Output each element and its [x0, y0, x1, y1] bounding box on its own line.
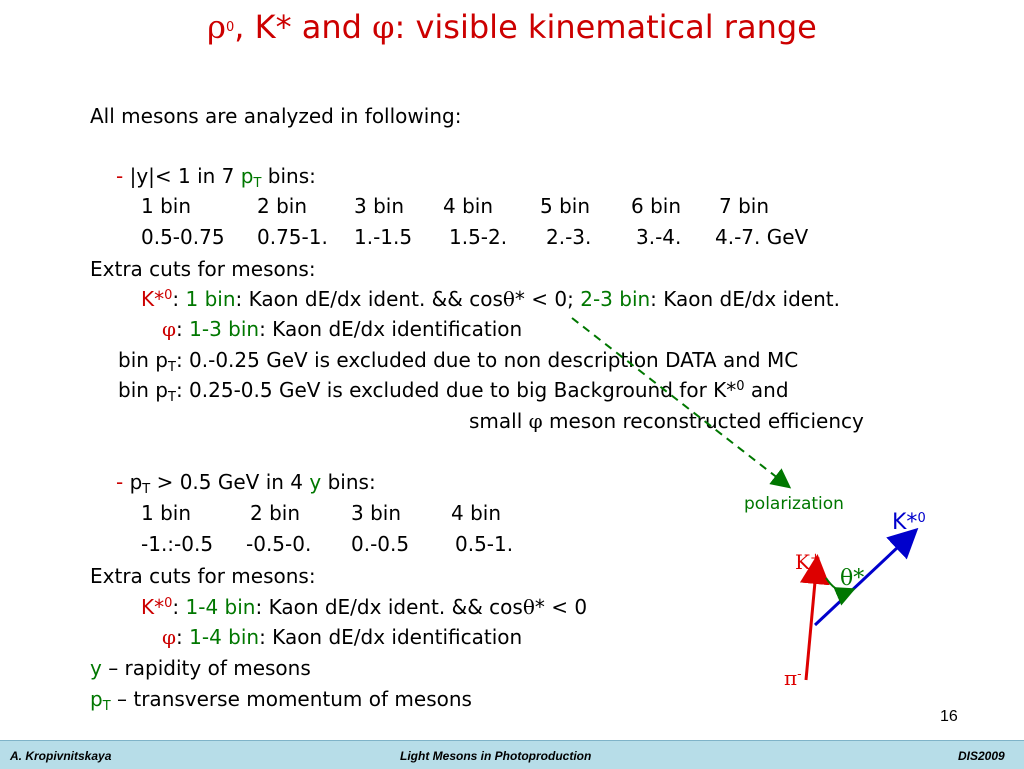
- polarization-label: polarization: [744, 494, 844, 514]
- bin-label: 3 bin: [354, 194, 405, 218]
- slide-title: ρ0, K* and φ: visible kinematical range: [207, 8, 817, 46]
- bin-label: 3 bin: [351, 501, 402, 525]
- bin-range: -1.:-0.5: [141, 532, 214, 556]
- footer-conference: DIS2009: [958, 749, 1005, 763]
- section2-bin-labels: 1 bin 2 bin 3 bin 4 bin: [0, 498, 700, 528]
- bin-label: 1 bin: [141, 194, 192, 218]
- extra-cuts-heading-1: Extra cuts for mesons:: [90, 257, 316, 281]
- piminus-label: π-: [784, 666, 802, 690]
- phi-symbol: φ: [372, 8, 395, 46]
- bin-range: 4.-7. GeV: [715, 225, 809, 249]
- kstar-vector-arrow: [813, 527, 919, 627]
- bin-label: 2 bin: [250, 501, 301, 525]
- intro-line: All mesons are analyzed in following:: [90, 104, 462, 128]
- bin-range: 0.5-0.75: [141, 225, 225, 249]
- section1-bin-ranges: 0.5-0.75 0.75-1. 1.-1.5 1.5-2. 2.-3. 3.-…: [0, 222, 1024, 252]
- footer-author: A. Kropivnitskaya: [10, 749, 112, 763]
- phi-cut-line-2: φ: 1-4 bin: Kaon dE/dx identification: [162, 625, 523, 649]
- bin-range: -0.5-0.: [246, 532, 312, 556]
- section1-bin-labels: 1 bin 2 bin 3 bin 4 bin 5 bin 6 bin 7 bi…: [0, 191, 1024, 221]
- footer-talk-title: Light Mesons in Photoproduction: [400, 749, 592, 763]
- bin-range: 3.-4.: [636, 225, 682, 249]
- definition-y: y – rapidity of mesons: [90, 656, 311, 680]
- phi-cut-line-1: φ: 1-3 bin: Kaon dE/dx identification: [162, 317, 523, 341]
- bin-range: 1.-1.5: [354, 225, 413, 249]
- kstar-cut-line-2: K*0: 1-4 bin: Kaon dE/dx ident. && cosθ*…: [141, 595, 588, 619]
- bin-range: 0.75-1.: [257, 225, 328, 249]
- kplus-vector-arrow: [799, 554, 830, 681]
- polarization-diagram: [571, 317, 919, 681]
- bin-label: 6 bin: [631, 194, 682, 218]
- bin-label: 7 bin: [719, 194, 770, 218]
- exclusion-line-3: small φ meson reconstructed efficiency: [469, 409, 864, 433]
- footer-bar: A. Kropivnitskaya Light Mesons in Photop…: [0, 740, 1024, 769]
- section1-heading: - |y|< 1 in 7 pT bins:: [116, 164, 316, 191]
- polarization-pointer-arrow: [571, 317, 792, 489]
- bin-range: 0.-0.5: [351, 532, 410, 556]
- slide-body: All mesons are analyzed in following: - …: [0, 104, 1024, 714]
- bin-range: 1.5-2.: [449, 225, 508, 249]
- rho-symbol: ρ: [207, 8, 226, 46]
- bin-label: 4 bin: [451, 501, 502, 525]
- definition-pt: pT – transverse momentum of mesons: [90, 687, 472, 714]
- kplus-label: K+: [795, 550, 821, 574]
- bin-range: 0.5-1.: [455, 532, 514, 556]
- bin-label: 4 bin: [443, 194, 494, 218]
- section2-bin-ranges: -1.:-0.5 -0.5-0. 0.-0.5 0.5-1.: [0, 529, 700, 559]
- kstar-cut-line-1: K*0: 1 bin: Kaon dE/dx ident. && cosθ* <…: [141, 287, 840, 311]
- section2-heading: - pT > 0.5 GeV in 4 y bins:: [116, 470, 376, 497]
- extra-cuts-heading-2: Extra cuts for mesons:: [90, 564, 316, 588]
- exclusion-line-2: bin pT: 0.25-0.5 GeV is excluded due to …: [118, 378, 789, 405]
- bin-label: 5 bin: [540, 194, 591, 218]
- kstar-label: K*0: [892, 510, 926, 535]
- bin-range: 2.-3.: [546, 225, 592, 249]
- theta-angle-arrow: [825, 577, 856, 606]
- bin-label: 2 bin: [257, 194, 308, 218]
- bin-label: 1 bin: [141, 501, 192, 525]
- theta-star-label: θ*: [840, 566, 865, 591]
- exclusion-line-1: bin pT: 0.-0.25 GeV is excluded due to n…: [118, 348, 799, 375]
- page-number: 16: [940, 708, 958, 725]
